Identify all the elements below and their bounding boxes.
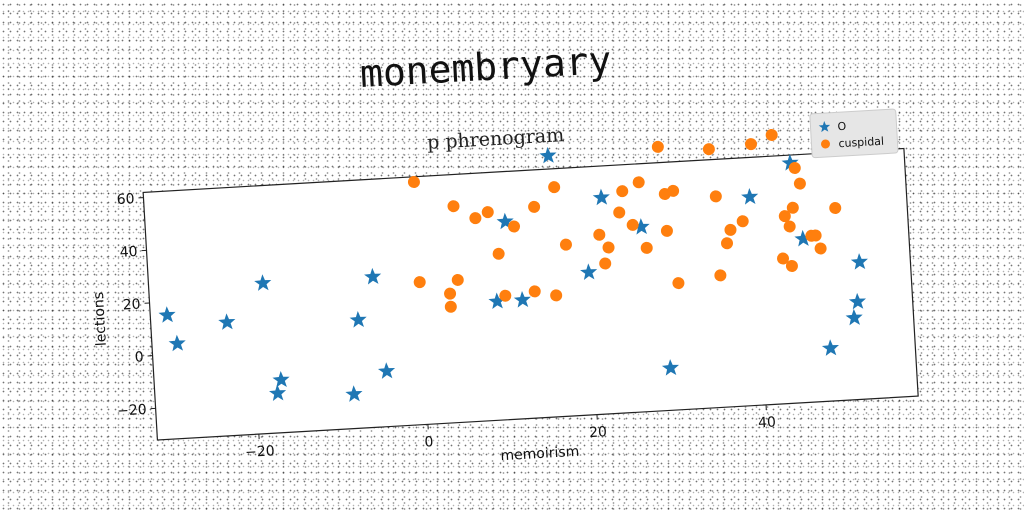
legend-marker-circle <box>821 139 831 149</box>
data-point-star <box>377 362 396 379</box>
data-point-circle <box>602 241 615 254</box>
data-point-circle <box>783 220 796 233</box>
data-point-circle <box>765 128 778 141</box>
x-axis-label: memoirism <box>500 444 580 465</box>
data-point-star <box>345 385 363 402</box>
data-point-circle <box>528 285 541 298</box>
data-point-circle <box>721 237 734 250</box>
data-point-circle <box>632 176 645 189</box>
data-point-circle <box>469 212 482 225</box>
data-point-circle <box>593 228 606 241</box>
data-point-circle <box>616 185 629 198</box>
data-point-star <box>272 370 290 388</box>
data-point-circle <box>777 252 790 265</box>
legend-box <box>809 108 899 159</box>
data-point-star <box>850 253 868 270</box>
data-point-star <box>168 334 186 352</box>
data-point-circle <box>447 200 460 213</box>
data-point-circle <box>492 247 505 260</box>
data-point-circle <box>599 257 612 270</box>
chart-title: p phrenogram <box>427 124 565 154</box>
data-point-circle <box>788 162 801 175</box>
data-point-circle <box>613 206 626 219</box>
legend-label: O <box>837 120 847 133</box>
data-point-star <box>513 291 531 308</box>
data-point-star <box>364 267 382 285</box>
y-tick-label: 20 <box>122 297 141 314</box>
data-point-circle <box>444 287 457 300</box>
data-point-circle <box>640 241 653 254</box>
data-point-circle <box>407 176 420 189</box>
data-point-circle <box>548 181 561 194</box>
data-point-star <box>848 292 866 310</box>
data-point-circle <box>744 138 757 151</box>
data-point-circle <box>829 201 842 214</box>
data-point-circle <box>714 269 727 282</box>
data-point-circle <box>667 184 680 197</box>
data-point-circle <box>778 210 791 223</box>
data-point-circle <box>508 220 521 233</box>
data-point-star <box>794 229 812 247</box>
data-point-star <box>539 146 557 164</box>
x-tick-label: 0 <box>424 434 434 450</box>
data-point-circle <box>444 300 457 313</box>
data-point-star <box>349 311 367 328</box>
data-point-circle <box>672 277 685 290</box>
data-point-star <box>741 188 759 205</box>
data-point-circle <box>499 289 512 302</box>
data-point-circle <box>809 229 822 242</box>
data-point-star <box>821 339 839 356</box>
data-point-circle <box>709 190 722 203</box>
data-point-circle <box>724 223 737 236</box>
y-tick-label: 60 <box>116 191 135 208</box>
data-point-circle <box>626 218 639 231</box>
data-point-circle <box>413 276 426 289</box>
data-point-star <box>661 359 680 376</box>
data-point-circle <box>559 238 572 251</box>
y-tick-label: 0 <box>134 349 144 365</box>
data-point-circle <box>786 201 799 214</box>
data-point-star <box>845 308 863 326</box>
data-point-circle <box>793 177 806 190</box>
data-point-circle <box>528 200 541 213</box>
data-point-circle <box>785 259 798 272</box>
data-point-star <box>218 313 236 330</box>
y-tick-label: 40 <box>119 244 138 261</box>
data-point-star <box>269 384 287 401</box>
data-point-circle <box>451 273 464 286</box>
y-axis-label: lections <box>91 291 110 346</box>
data-point-circle <box>481 206 494 219</box>
data-point-star <box>254 274 272 291</box>
data-point-star <box>580 263 598 280</box>
y-tick-label: −20 <box>117 402 147 420</box>
x-tick-label: 20 <box>589 424 608 441</box>
x-tick-label: 40 <box>758 414 777 431</box>
data-point-circle <box>702 143 715 156</box>
data-point-star <box>158 306 176 323</box>
data-point-star <box>632 218 650 235</box>
data-point-star <box>488 292 506 310</box>
x-tick-label: −20 <box>245 443 275 461</box>
legend-marker-star <box>818 121 831 133</box>
data-point-circle <box>660 224 673 237</box>
legend-label: cuspidal <box>838 135 884 151</box>
data-point-circle <box>651 140 664 153</box>
data-point-circle <box>814 242 827 255</box>
data-point-circle <box>736 215 749 228</box>
data-point-circle <box>550 289 563 302</box>
data-point-star <box>592 188 610 206</box>
